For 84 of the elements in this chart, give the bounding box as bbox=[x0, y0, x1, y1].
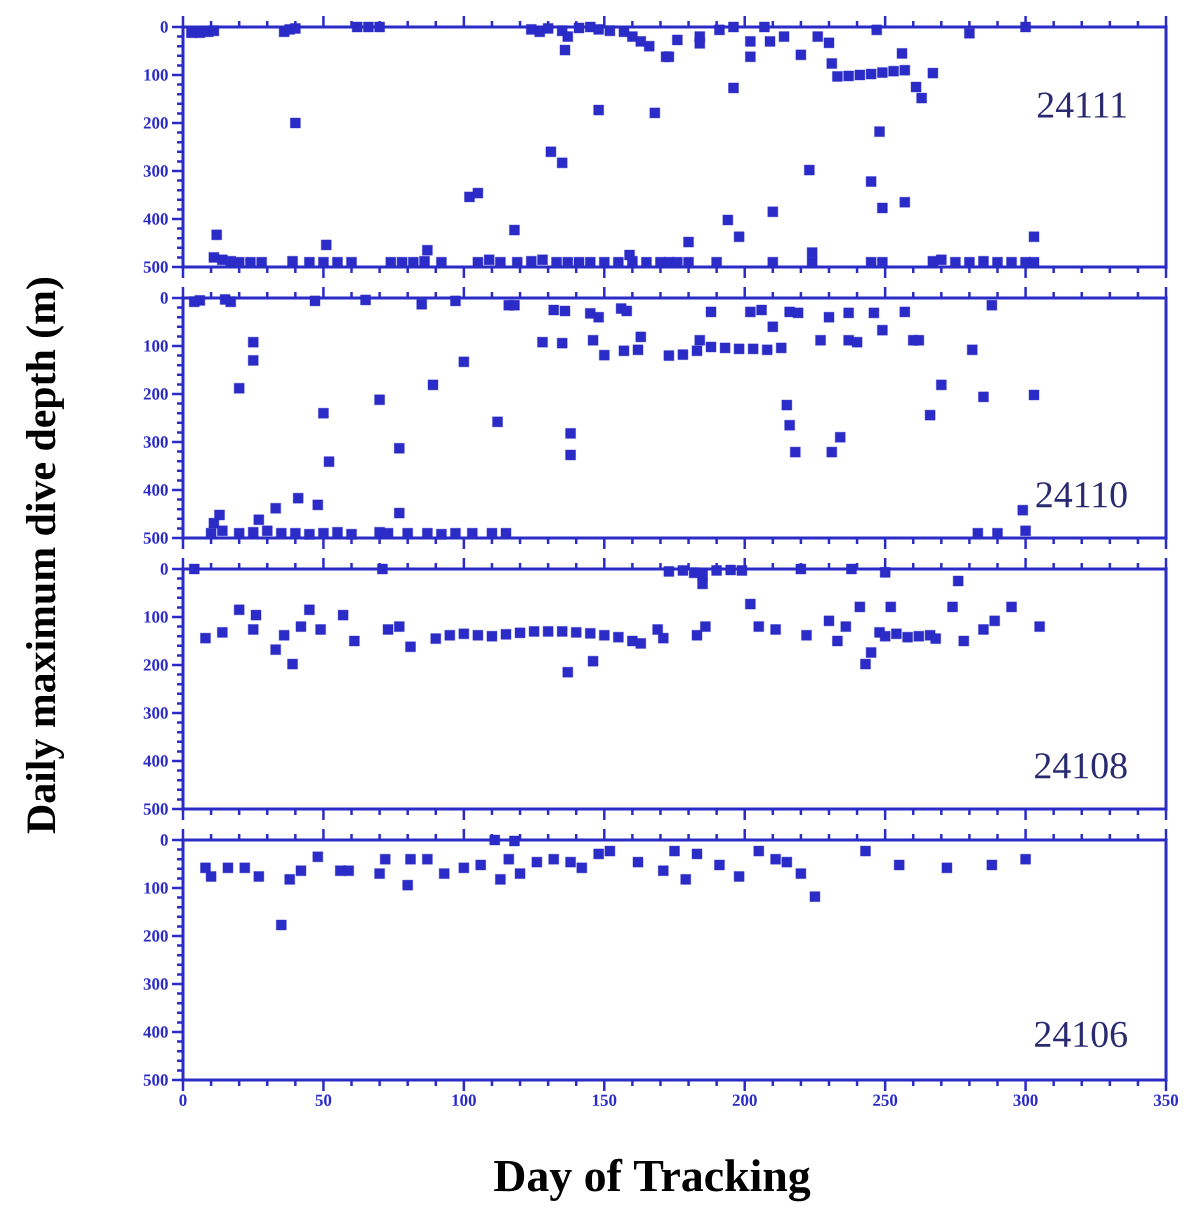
y-tick-label: 0 bbox=[160, 563, 168, 575]
y-tick-label: 500 bbox=[143, 803, 168, 815]
y-tick-label: 0 bbox=[160, 21, 168, 33]
point bbox=[205, 871, 217, 882]
y-tick-label: 200 bbox=[143, 117, 168, 129]
y-tick-label: 300 bbox=[143, 978, 168, 990]
point bbox=[809, 891, 821, 902]
annotation: 24106 bbox=[1035, 1021, 1127, 1048]
y-tick-label: 500 bbox=[143, 1074, 168, 1086]
point bbox=[680, 874, 691, 885]
y-tick-label: 100 bbox=[144, 611, 168, 623]
point bbox=[576, 862, 588, 874]
point bbox=[439, 868, 450, 879]
x-tick-label: 350 bbox=[1153, 1094, 1179, 1106]
y-tick-label: 300 bbox=[143, 165, 168, 177]
y-axis-title: Daily maximum dive depth (m) bbox=[25, 277, 65, 834]
y-tick-label: 400 bbox=[143, 484, 168, 496]
x-tick-label: 200 bbox=[732, 1094, 757, 1106]
point bbox=[458, 862, 470, 874]
point bbox=[714, 859, 725, 871]
point bbox=[669, 845, 680, 857]
annotation: 24108 bbox=[1035, 753, 1127, 779]
point bbox=[753, 845, 764, 857]
point bbox=[475, 859, 486, 871]
point bbox=[514, 868, 526, 879]
x-tick-label: 250 bbox=[873, 1094, 898, 1106]
point bbox=[894, 859, 905, 871]
point bbox=[733, 871, 745, 882]
point bbox=[770, 854, 781, 865]
x-tick-label: 150 bbox=[592, 1094, 617, 1106]
annotation: 24110 bbox=[1036, 482, 1127, 508]
point bbox=[565, 856, 576, 868]
y-tick-label: 0 bbox=[160, 834, 168, 846]
point bbox=[239, 862, 250, 874]
point bbox=[402, 879, 413, 891]
y-tick-label: 500 bbox=[143, 261, 168, 273]
y-tick-label: 100 bbox=[144, 69, 168, 81]
point bbox=[284, 874, 295, 885]
point bbox=[860, 845, 871, 857]
y-tick-label: 400 bbox=[143, 755, 168, 767]
y-tick-label: 300 bbox=[143, 436, 168, 448]
point bbox=[200, 862, 211, 874]
point bbox=[222, 862, 234, 874]
y-tick-label: 200 bbox=[143, 659, 168, 671]
point bbox=[295, 865, 307, 876]
y-tick-label: 300 bbox=[143, 707, 168, 719]
point bbox=[986, 859, 998, 871]
point bbox=[422, 854, 433, 865]
point bbox=[405, 854, 416, 865]
point bbox=[691, 848, 703, 860]
point bbox=[503, 854, 514, 865]
point bbox=[374, 868, 385, 879]
point bbox=[489, 834, 500, 846]
y-tick-label: 100 bbox=[144, 882, 168, 894]
point bbox=[253, 871, 265, 882]
x-tick-label: 50 bbox=[315, 1094, 332, 1106]
y-tick-label: 500 bbox=[143, 532, 168, 544]
point bbox=[548, 854, 559, 865]
x-tick-label: 300 bbox=[1013, 1094, 1038, 1106]
point bbox=[531, 856, 543, 868]
point bbox=[380, 854, 391, 865]
point bbox=[509, 835, 520, 847]
point bbox=[795, 868, 807, 879]
point bbox=[781, 856, 793, 868]
y-tick-label: 400 bbox=[143, 213, 168, 225]
point bbox=[593, 848, 604, 860]
point bbox=[604, 845, 616, 857]
point bbox=[1020, 854, 1031, 865]
point bbox=[343, 865, 354, 876]
x-axis-title: Day of Tracking bbox=[494, 1158, 811, 1202]
point bbox=[632, 856, 644, 868]
y-tick-label: 200 bbox=[143, 930, 168, 942]
point bbox=[495, 874, 506, 885]
x-tick-label: 100 bbox=[452, 1094, 476, 1106]
y-tick-label: 200 bbox=[143, 388, 168, 400]
y-tick-label: 100 bbox=[144, 340, 168, 352]
annotation: 24111 bbox=[1037, 92, 1126, 118]
point bbox=[941, 862, 953, 874]
y-tick-label: 0 bbox=[160, 292, 168, 304]
point bbox=[312, 851, 324, 863]
point bbox=[658, 865, 669, 876]
x-tick-label: 0 bbox=[179, 1094, 187, 1106]
point bbox=[276, 919, 287, 931]
y-tick-label: 400 bbox=[143, 1026, 168, 1038]
